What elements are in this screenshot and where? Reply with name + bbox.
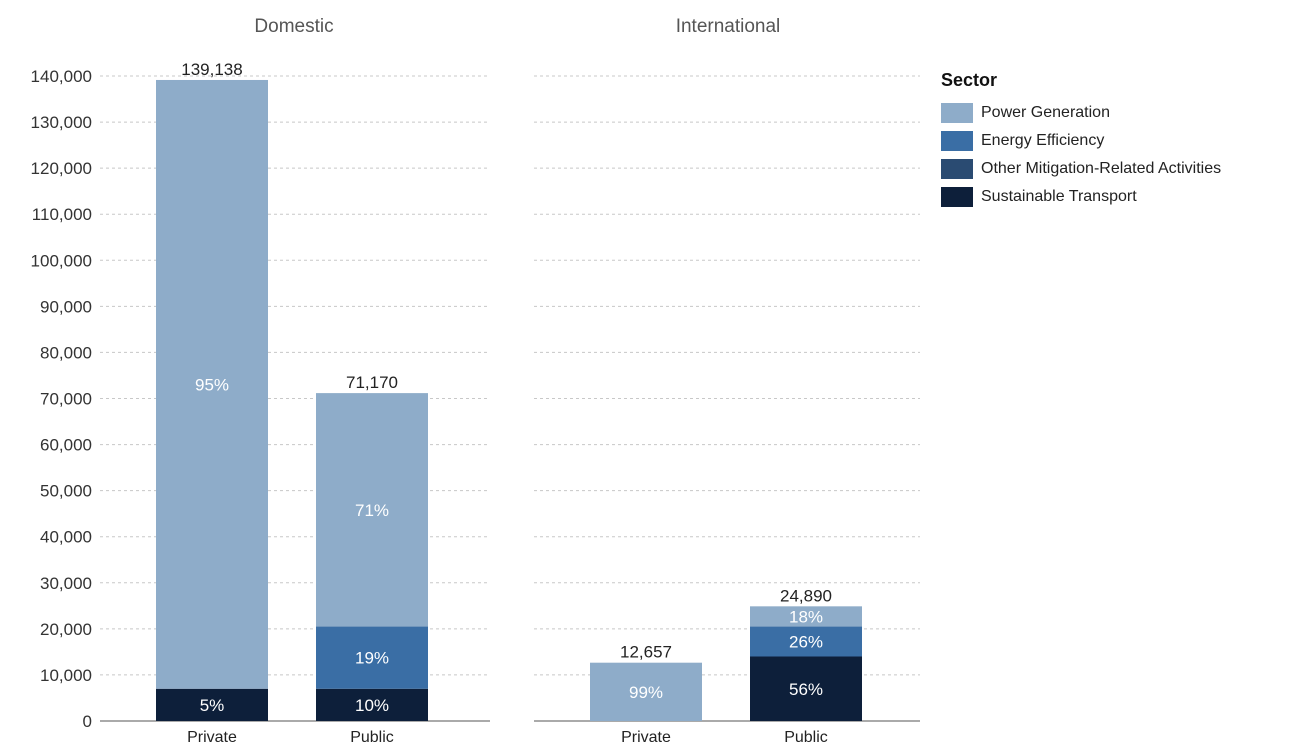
y-tick-label: 140,000 xyxy=(31,67,92,86)
bar-segment xyxy=(750,606,862,627)
y-axis: 0 10,000 20,000 30,000 40,000 50,000 60,000 70,… xyxy=(31,67,92,731)
data-label: 18% xyxy=(789,607,823,626)
panel-title-international: International xyxy=(676,16,781,37)
x-tick-label: Private xyxy=(621,729,671,744)
legend-swatch xyxy=(941,159,973,179)
y-tick-label: 120,000 xyxy=(31,159,92,178)
y-tick-label: 100,000 xyxy=(31,251,92,270)
bars: 5% 95% 139,138 10% 19% 71% 71,170 99% 12,657 56% 2… xyxy=(156,60,862,721)
bar-segment xyxy=(316,626,428,689)
data-label: 10% xyxy=(355,696,389,715)
bar-stack: 5% 95% 139,138 xyxy=(156,60,268,721)
legend-label: Energy Efficiency xyxy=(981,132,1105,149)
legend-label: Other Mitigation-Related Activities xyxy=(981,160,1222,177)
total-label: 71,170 xyxy=(346,373,398,392)
y-tick-label: 60,000 xyxy=(40,436,92,455)
bar-stack: 56% 26% 18% 24,890 xyxy=(750,586,862,721)
data-label: 5% xyxy=(200,696,225,715)
total-label: 24,890 xyxy=(780,586,832,605)
panel-title-domestic: Domestic xyxy=(254,16,333,37)
legend: Sector Power Generation Energy Efficienc… xyxy=(941,70,1221,211)
legend-item-energy-efficiency: Energy Efficiency xyxy=(941,127,1221,155)
y-tick-label: 0 xyxy=(83,712,92,731)
bar-stack: 10% 19% 71% 71,170 xyxy=(316,373,428,721)
legend-item-other-mitigation: Other Mitigation-Related Activities xyxy=(941,155,1221,183)
data-label: 19% xyxy=(355,649,389,668)
y-tick-label: 90,000 xyxy=(40,297,92,316)
x-tick-label: Public xyxy=(784,729,828,744)
data-label: 95% xyxy=(195,375,229,394)
data-label: 56% xyxy=(789,680,823,699)
x-axis: Private Public Private Public xyxy=(187,729,828,744)
legend-swatch xyxy=(941,187,973,207)
legend-label: Power Generation xyxy=(981,104,1110,121)
y-tick-label: 80,000 xyxy=(40,343,92,362)
bar-segment xyxy=(156,688,268,721)
data-label: 99% xyxy=(629,683,663,702)
y-tick-label: 130,000 xyxy=(31,113,92,132)
bar-segment xyxy=(750,656,862,721)
legend-swatch xyxy=(941,103,973,123)
y-tick-label: 50,000 xyxy=(40,482,92,501)
data-label: 71% xyxy=(355,501,389,520)
legend-item-power-generation: Power Generation xyxy=(941,99,1221,127)
legend-item-sustainable-transport: Sustainable Transport xyxy=(941,183,1221,211)
legend-label: Sustainable Transport xyxy=(981,188,1137,205)
x-tick-label: Public xyxy=(350,729,394,744)
bar-segment xyxy=(590,662,702,721)
y-tick-label: 70,000 xyxy=(40,390,92,409)
legend-title: Sector xyxy=(941,70,998,90)
y-tick-label: 30,000 xyxy=(40,574,92,593)
y-tick-label: 20,000 xyxy=(40,620,92,639)
bar-segment xyxy=(750,626,862,657)
x-tick-label: Private xyxy=(187,729,237,744)
bar-stack: 99% 12,657 xyxy=(590,643,702,721)
legend-swatch xyxy=(941,131,973,151)
bar-segment xyxy=(316,393,428,627)
y-tick-label: 10,000 xyxy=(40,666,92,685)
bar-segment xyxy=(316,688,428,721)
bar-segment xyxy=(156,79,268,689)
y-tick-label: 110,000 xyxy=(32,205,92,224)
total-label: 139,138 xyxy=(181,60,242,79)
data-label: 26% xyxy=(789,633,823,652)
y-tick-label: 40,000 xyxy=(40,528,92,547)
total-label: 12,657 xyxy=(620,643,672,662)
